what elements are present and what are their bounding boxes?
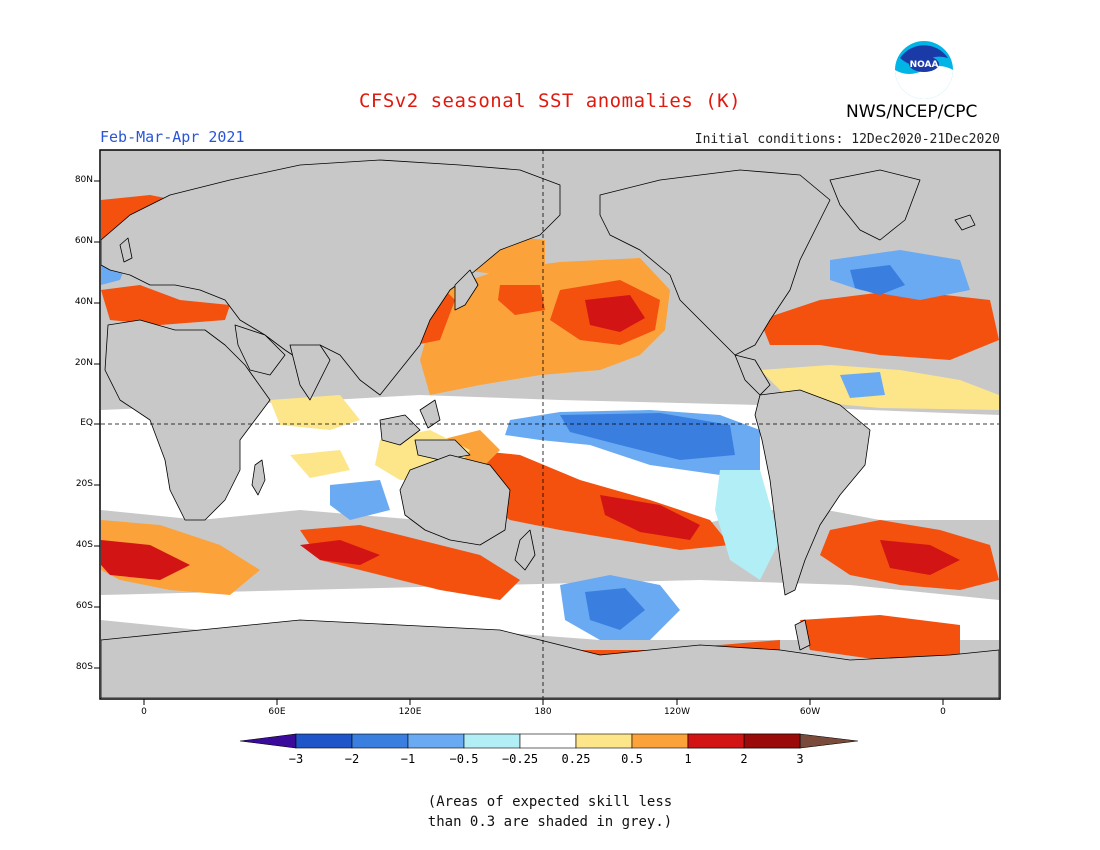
lon-label: 60E <box>268 707 286 717</box>
tick-marks <box>94 180 944 705</box>
lat-label: 20S <box>75 479 93 489</box>
colorbar-label: 0.25 <box>561 752 591 766</box>
colorbar-label: −0.25 <box>501 752 539 766</box>
initial-conditions-label: Initial conditions: 12Dec2020-21Dec2020 <box>694 132 1000 147</box>
agency-label: NWS/NCEP/CPC <box>846 102 978 122</box>
lat-label: 80N <box>74 175 93 185</box>
lat-label: EQ <box>80 418 93 428</box>
lat-label: 60N <box>74 236 93 246</box>
continents <box>101 159 999 698</box>
lon-label: 0 <box>940 707 946 717</box>
lon-label: 60W <box>799 707 821 717</box>
skill-note-line: (Areas of expected skill less <box>427 794 673 810</box>
colorbar-label: −1 <box>400 752 416 766</box>
skill-note: (Areas of expected skill less than 0.3 a… <box>0 792 1100 832</box>
noaa-logo: NOAA <box>895 41 953 99</box>
lat-label: 60S <box>75 601 93 611</box>
colorbar <box>239 733 859 749</box>
colorbar-label: 1 <box>684 752 692 766</box>
colorbar-label: 3 <box>796 752 804 766</box>
colorbar-left-arrow <box>239 733 297 749</box>
lon-label: 180 <box>534 707 552 717</box>
colorbar-right-arrow <box>799 733 859 749</box>
lon-label: 120W <box>663 707 691 717</box>
lat-label: 20N <box>74 358 93 368</box>
lon-label: 0 <box>141 707 147 717</box>
lat-label: 80S <box>75 662 93 672</box>
colorbar-label: −0.5 <box>449 752 479 766</box>
colorbar-label: 0.5 <box>621 752 643 766</box>
logo-text: NOAA <box>910 60 939 70</box>
colorbar-label: 2 <box>740 752 748 766</box>
season-label: Feb-Mar-Apr 2021 <box>100 128 245 146</box>
lat-label: 40S <box>75 540 93 550</box>
skill-note-line: than 0.3 are shaded in grey.) <box>427 814 673 830</box>
lon-label: 120E <box>398 707 422 717</box>
lat-label: 40N <box>74 297 93 307</box>
map-title: CFSv2 seasonal SST anomalies (K) <box>358 90 742 112</box>
colorbar-label: −2 <box>344 752 360 766</box>
colorbar-label: −3 <box>288 752 304 766</box>
